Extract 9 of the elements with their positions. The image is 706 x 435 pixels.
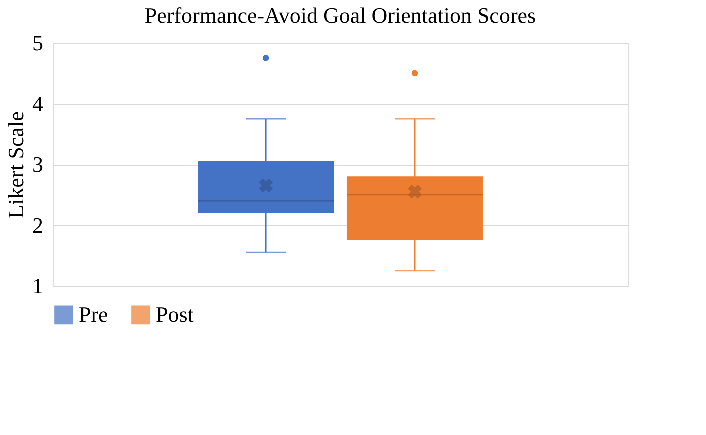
- chart-title: Performance-Avoid Goal Orientation Scores: [144, 3, 536, 28]
- legend-label: Pre: [79, 302, 108, 328]
- y-tick-label: 3: [32, 152, 44, 177]
- y-tick-label: 2: [32, 212, 44, 238]
- y-tick-label: 5: [32, 30, 44, 56]
- y-axis-title: Likert Scale: [4, 112, 28, 218]
- y-tick-label: 1: [32, 274, 44, 298]
- legend-label: Post: [156, 302, 194, 328]
- y-tick-label: 4: [32, 91, 44, 116]
